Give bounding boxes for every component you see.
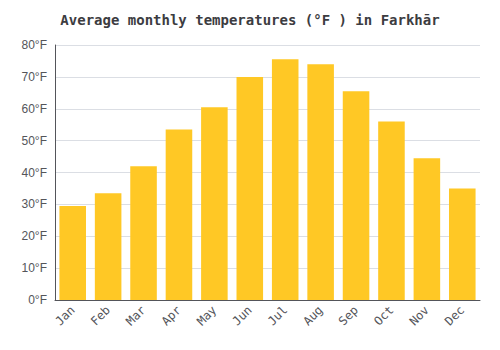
svg-text:50°F: 50°F	[22, 134, 47, 148]
svg-text:Apr: Apr	[159, 303, 184, 328]
svg-text:0°F: 0°F	[28, 293, 47, 307]
svg-text:Aug: Aug	[300, 303, 325, 328]
svg-text:60°F: 60°F	[22, 102, 47, 116]
svg-text:Oct: Oct	[371, 303, 396, 328]
svg-text:10°F: 10°F	[22, 261, 47, 275]
svg-text:Feb: Feb	[88, 303, 113, 328]
svg-text:20°F: 20°F	[22, 229, 47, 243]
svg-text:Sep: Sep	[336, 303, 361, 328]
svg-text:Dec: Dec	[442, 303, 467, 328]
svg-text:Average monthly temperatures (: Average monthly temperatures (°F ) in Fa…	[60, 12, 439, 28]
svg-text:Jan: Jan	[52, 303, 77, 328]
svg-text:May: May	[194, 303, 219, 328]
svg-text:Nov: Nov	[407, 303, 432, 328]
svg-text:Jul: Jul	[265, 303, 290, 328]
svg-text:40°F: 40°F	[22, 166, 47, 180]
svg-text:Mar: Mar	[123, 303, 148, 328]
svg-text:70°F: 70°F	[22, 70, 47, 84]
svg-text:30°F: 30°F	[22, 197, 47, 211]
svg-text:Jun: Jun	[230, 303, 255, 328]
svg-text:80°F: 80°F	[22, 38, 47, 52]
